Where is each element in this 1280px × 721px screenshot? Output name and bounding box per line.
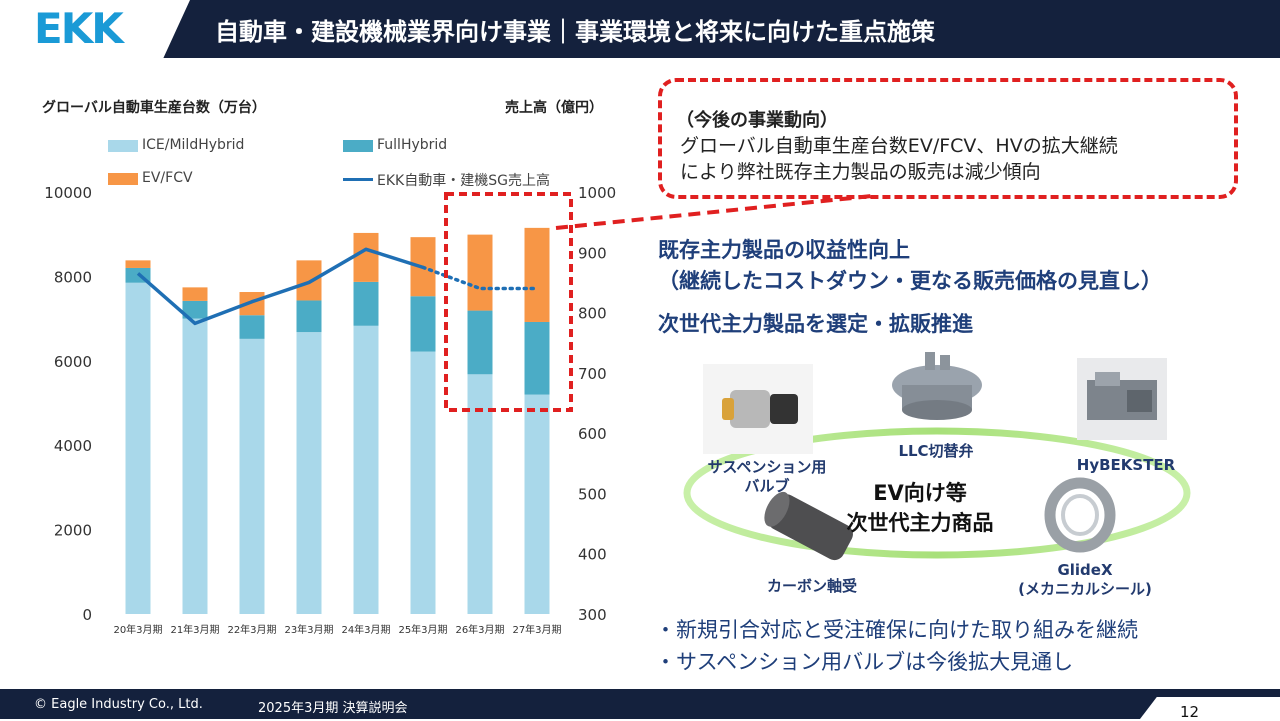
- bar-segment-fullhybrid: [296, 300, 322, 333]
- right-axis-tick-label: 800: [578, 305, 607, 323]
- header-bar: [0, 0, 1280, 58]
- x-axis-tick-label: 21年3月期: [170, 623, 219, 636]
- hybekster-image: [1077, 358, 1167, 440]
- suspension-valve-image: [703, 364, 813, 454]
- bullet-item-1: ・新規引合対応と受注確保に向けた取り組みを継続: [655, 618, 1138, 642]
- bar-segment-ice: [296, 332, 322, 614]
- outlook-text-line-1: グローバル自動車生産台数EV/FCV、HVの拡大継続: [680, 135, 1118, 157]
- x-axis-tick-label: 22年3月期: [227, 623, 276, 636]
- legend-label-ev: EV/FCV: [142, 170, 193, 186]
- right-axis-tick-label: 300: [578, 606, 607, 624]
- bar-segment-ice: [524, 394, 550, 614]
- x-axis-tick-label: 27年3月期: [512, 623, 561, 636]
- product-label-suspension-valve-1: サスペンション用: [707, 458, 827, 476]
- left-axis-tick-label: 8000: [54, 268, 92, 286]
- x-axis-tick-label: 26年3月期: [455, 623, 504, 636]
- bar-segment-fullhybrid: [467, 310, 493, 375]
- left-axis-tick-label: 0: [82, 606, 92, 624]
- left-axis-tick-label: 4000: [54, 437, 92, 455]
- left-axis-tick-label: 6000: [54, 353, 92, 371]
- left-axis-title: グローバル自動車生産台数（万台）: [42, 100, 266, 116]
- outlook-callout-box: [658, 78, 1238, 199]
- bar-segment-ice: [125, 282, 151, 614]
- bar-segment-fullhybrid: [353, 281, 379, 326]
- footer-page-panel: [1140, 697, 1280, 719]
- bar-segment-fullhybrid: [410, 296, 436, 352]
- x-axis-tick-label: 24年3月期: [341, 623, 390, 636]
- product-label-suspension-valve-2: バルブ: [744, 477, 790, 495]
- company-logo: EKK: [34, 4, 124, 53]
- outlook-text-line-2: により弊社既存主力製品の販売は減少傾向: [680, 161, 1041, 183]
- product-label-glidex-sub: (メカニカルシール): [1018, 580, 1152, 598]
- product-label-hybekster: HyBEKSTER: [1076, 456, 1176, 474]
- bar-segment-ice: [182, 318, 208, 614]
- bar-segment-ice: [239, 338, 265, 614]
- bar-segment-ev: [182, 287, 208, 301]
- footer-event: 2025年3月期 決算説明会: [258, 701, 408, 716]
- bar-segment-ev: [353, 232, 379, 282]
- legend-swatch-sales-line: [343, 178, 373, 181]
- product-label-glidex: GlideX: [1057, 561, 1113, 579]
- left-axis-tick-label: 10000: [44, 184, 92, 202]
- legend-label-sales: EKK自動車・建機SG売上高: [377, 173, 550, 189]
- measure-profitability-detail: （継続したコストダウン・更なる販売価格の見直し）: [658, 269, 1162, 293]
- sales-line-forecast: [421, 265, 539, 291]
- footer-bar: [0, 689, 1280, 719]
- forecast-highlight-box: [444, 192, 573, 412]
- x-axis-tick-label: 25年3月期: [398, 623, 447, 636]
- right-axis-tick-label: 400: [578, 546, 607, 564]
- bar-segment-fullhybrid: [524, 321, 550, 395]
- bar-segment-fullhybrid: [239, 315, 265, 339]
- right-axis-tick-label: 900: [578, 244, 607, 262]
- llc-valve-image: [892, 352, 982, 420]
- right-axis-tick-label: 1000: [578, 184, 616, 202]
- product-label-carbon-bearing: カーボン軸受: [766, 577, 857, 595]
- legend-label-fullhybrid: FullHybrid: [377, 137, 448, 153]
- right-axis-tick-label: 700: [578, 365, 607, 383]
- right-axis-tick-label: 500: [578, 485, 607, 503]
- legend-swatch-ice: [108, 140, 138, 152]
- bar-segment-ev: [467, 234, 493, 311]
- left-axis-tick-label: 2000: [54, 522, 92, 540]
- x-axis-tick-label: 20年3月期: [113, 623, 162, 636]
- center-label-line-1: EV向け等: [873, 481, 967, 505]
- product-ring: [683, 427, 1191, 559]
- right-axis-tick-label: 600: [578, 425, 607, 443]
- right-axis-title: 売上高（億円）: [505, 100, 603, 116]
- logo-panel: [0, 0, 190, 58]
- bar-segment-ice: [353, 325, 379, 614]
- bar-segment-ev: [125, 260, 151, 268]
- bar-segment-ice: [410, 351, 436, 614]
- glidex-image: [1044, 477, 1116, 553]
- legend-label-ice: ICE/MildHybrid: [142, 137, 245, 153]
- measure-next-gen-heading: 次世代主力製品を選定・拡販推進: [658, 312, 973, 336]
- bar-segment-ice: [467, 374, 493, 614]
- legend-swatch-ev: [108, 173, 138, 185]
- product-ring-diagram: [683, 352, 1191, 561]
- production-sales-chart: 10000 8000 6000 4000 2000 0 1000 900 800 700 600 50…: [44, 184, 616, 636]
- measure-profitability-heading: 既存主力製品の収益性向上: [658, 238, 910, 262]
- page-title: 自動車・建設機械業界向け事業｜事業環境と将来に向けた重点施策: [215, 18, 935, 46]
- bar-segment-fullhybrid: [182, 300, 208, 319]
- page-number: 12: [1180, 703, 1200, 721]
- center-label-line-2: 次世代主力商品: [846, 511, 994, 535]
- x-axis-tick-label: 23年3月期: [284, 623, 333, 636]
- outlook-heading: （今後の事業動向）: [676, 110, 838, 131]
- bullet-item-2: ・サスペンション用バルブは今後拡大見通し: [655, 650, 1074, 674]
- carbon-bearing-image: [764, 491, 853, 561]
- legend-swatch-fullhybrid: [343, 140, 373, 152]
- footer-copyright: © Eagle Industry Co., Ltd.: [34, 697, 203, 712]
- product-label-llc-valve: LLC切替弁: [898, 442, 974, 460]
- sales-line-actual: [136, 247, 424, 326]
- bar-segment-ev: [524, 227, 550, 322]
